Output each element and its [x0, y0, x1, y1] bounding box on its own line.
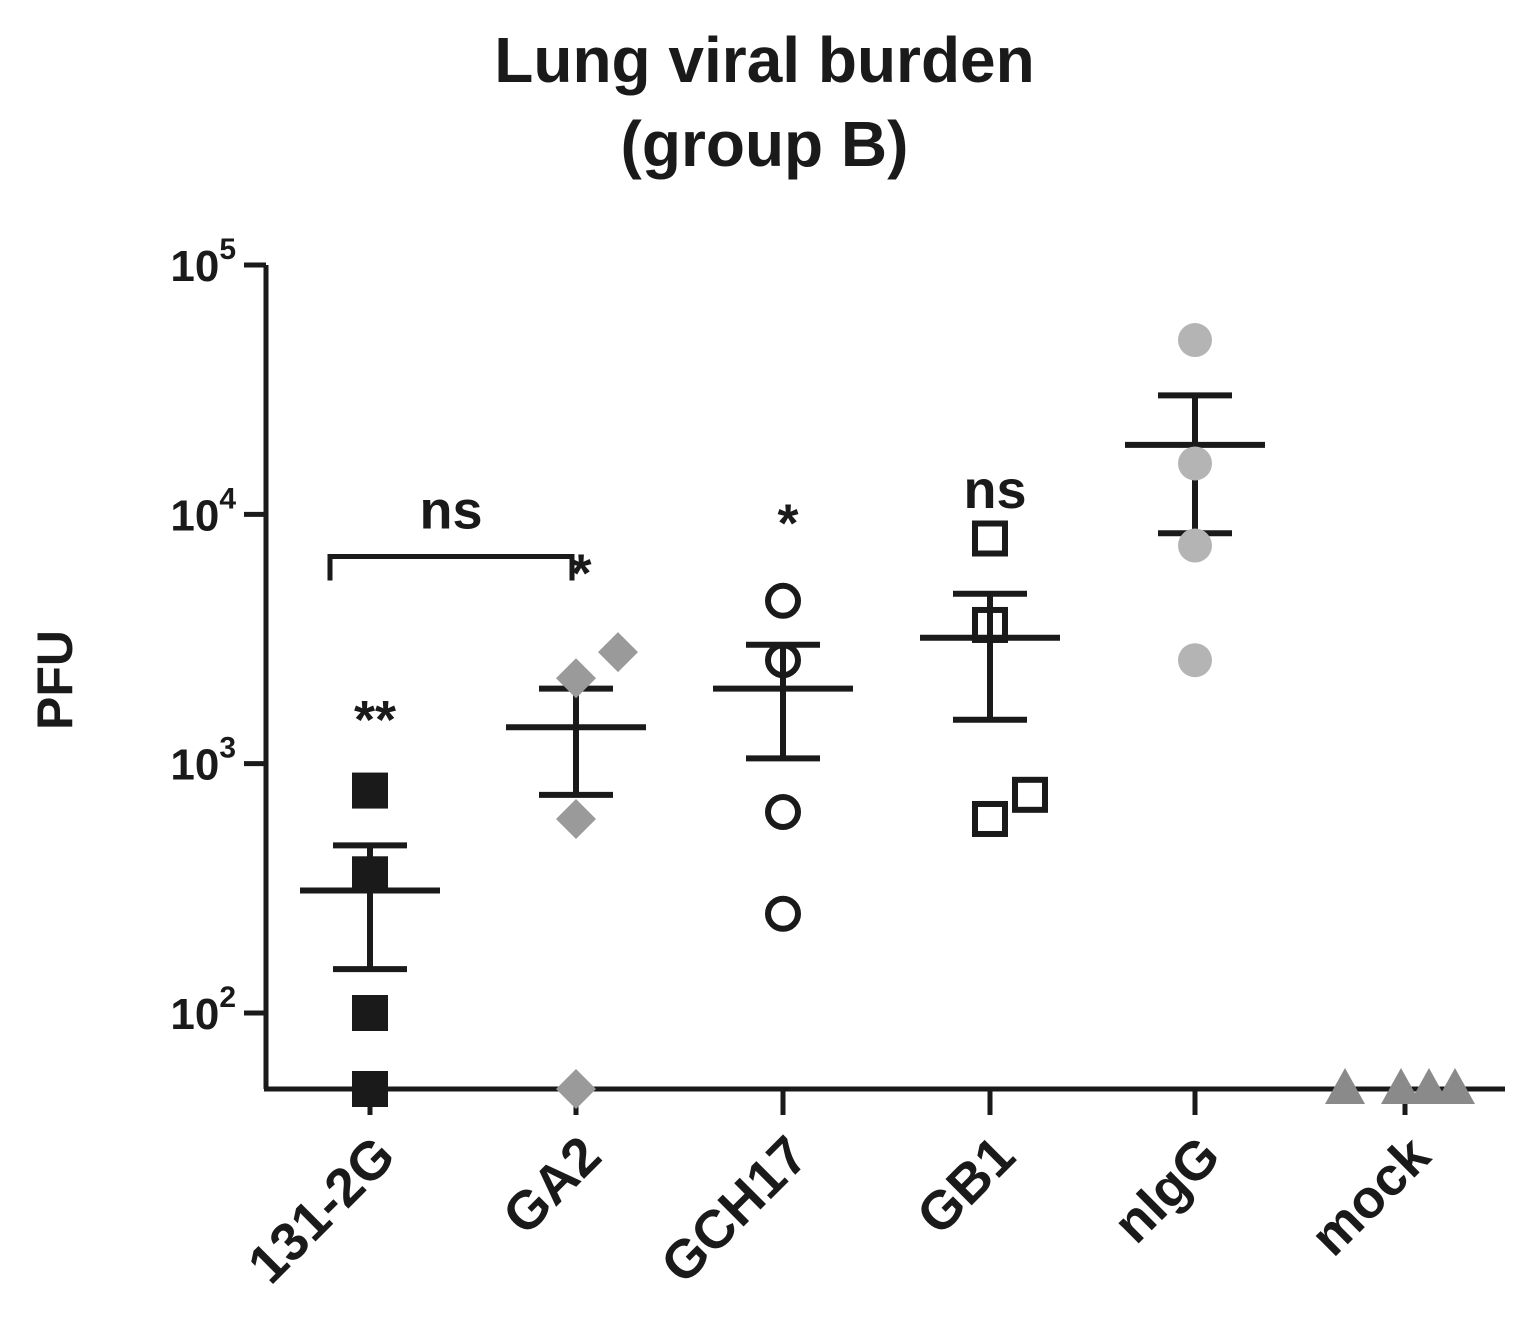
y-tick-label: 102 — [170, 981, 236, 1039]
data-point-open-square — [972, 800, 1008, 837]
chart-title-line-2: (group B) — [620, 108, 909, 180]
data-point-open-circle — [765, 895, 801, 932]
data-point-open-circle — [765, 582, 801, 619]
data-point-filled-diamond — [556, 658, 596, 699]
significance-bracket — [327, 553, 575, 581]
data-point-open-square — [972, 520, 1008, 557]
data-point-open-circle — [765, 642, 801, 679]
data-point-filled-circle — [1178, 643, 1212, 678]
data-point-open-circle — [765, 793, 801, 830]
data-point-filled-square — [352, 995, 388, 1031]
y-axis: 102 103 104 105 — [170, 233, 269, 1089]
significance-label: ** — [354, 690, 396, 750]
data-points — [352, 323, 1475, 1109]
chart-title-line-1: Lung viral burden — [494, 24, 1035, 96]
data-point-filled-square — [352, 1071, 388, 1107]
data-point-filled-triangle — [1435, 1068, 1475, 1104]
significance-label: * — [777, 493, 798, 553]
data-point-filled-square — [352, 856, 388, 893]
y-tick-label: 105 — [170, 233, 236, 291]
x-tick-label: GA2 — [492, 1125, 613, 1246]
bracket-label: ns — [419, 480, 482, 540]
y-tick-label: 103 — [170, 732, 236, 790]
x-tick-label: 131-2G — [237, 1125, 407, 1295]
y-axis-label: PFU — [27, 630, 83, 730]
x-tick-label: GB1 — [906, 1125, 1027, 1246]
bracket-group: ns — [327, 480, 575, 581]
data-point-filled-triangle — [1381, 1068, 1421, 1104]
significance-labels: ****ns — [354, 460, 1027, 750]
data-point-open-square — [972, 606, 1008, 643]
data-point-open-square — [1012, 776, 1048, 813]
data-point-filled-diamond — [556, 1069, 596, 1109]
x-tick-label: mock — [1299, 1124, 1442, 1267]
data-point-filled-square — [352, 772, 388, 809]
significance-label: * — [570, 543, 591, 603]
data-point-filled-diamond — [556, 798, 596, 839]
data-point-filled-circle — [1178, 446, 1212, 481]
chart-title: Lung viral burden (group B) — [0, 18, 1529, 186]
data-point-filled-triangle — [1409, 1068, 1449, 1104]
x-axis: 131-2G GA2 GCH17 GB1 nIgG mock — [237, 1086, 1505, 1295]
y-tick-label: 104 — [170, 482, 236, 540]
data-point-filled-circle — [1178, 323, 1212, 358]
data-point-filled-triangle — [1325, 1068, 1365, 1104]
x-tick-label: nIgG — [1102, 1125, 1231, 1254]
data-point-filled-circle — [1178, 528, 1212, 563]
x-tick-label: GCH17 — [650, 1125, 820, 1295]
significance-label: ns — [963, 460, 1026, 520]
data-point-filled-diamond — [598, 632, 638, 673]
